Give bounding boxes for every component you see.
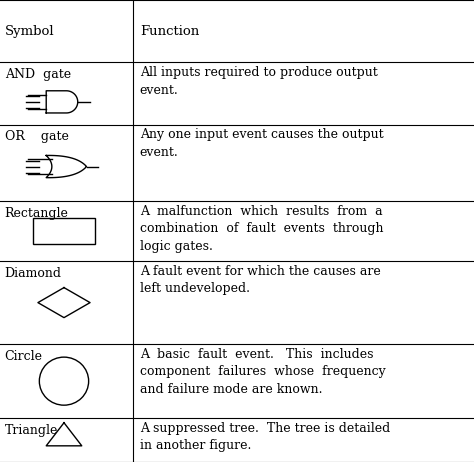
Text: A  basic  fault  event.   This  includes
component  failures  whose  frequency
a: A basic fault event. This includes compo… [140, 348, 385, 396]
Text: OR    gate: OR gate [5, 130, 69, 143]
Text: Any one input event causes the output
event.: Any one input event causes the output ev… [140, 128, 383, 159]
Text: Rectangle: Rectangle [5, 207, 69, 219]
Text: Triangle: Triangle [5, 424, 58, 437]
Text: A suppressed tree.  The tree is detailed
in another figure.: A suppressed tree. The tree is detailed … [140, 422, 390, 452]
Text: Circle: Circle [5, 350, 43, 363]
Text: Diamond: Diamond [5, 267, 62, 280]
Text: A  malfunction  which  results  from  a
combination  of  fault  events  through
: A malfunction which results from a combi… [140, 205, 383, 253]
Bar [33, 218, 95, 244]
Text: AND  gate: AND gate [5, 68, 71, 81]
Text: All inputs required to produce output
event.: All inputs required to produce output ev… [140, 66, 378, 97]
Text: Function: Function [140, 24, 199, 38]
Text: A fault event for which the causes are
left undeveloped.: A fault event for which the causes are l… [140, 265, 381, 295]
Text: Symbol: Symbol [5, 24, 55, 38]
